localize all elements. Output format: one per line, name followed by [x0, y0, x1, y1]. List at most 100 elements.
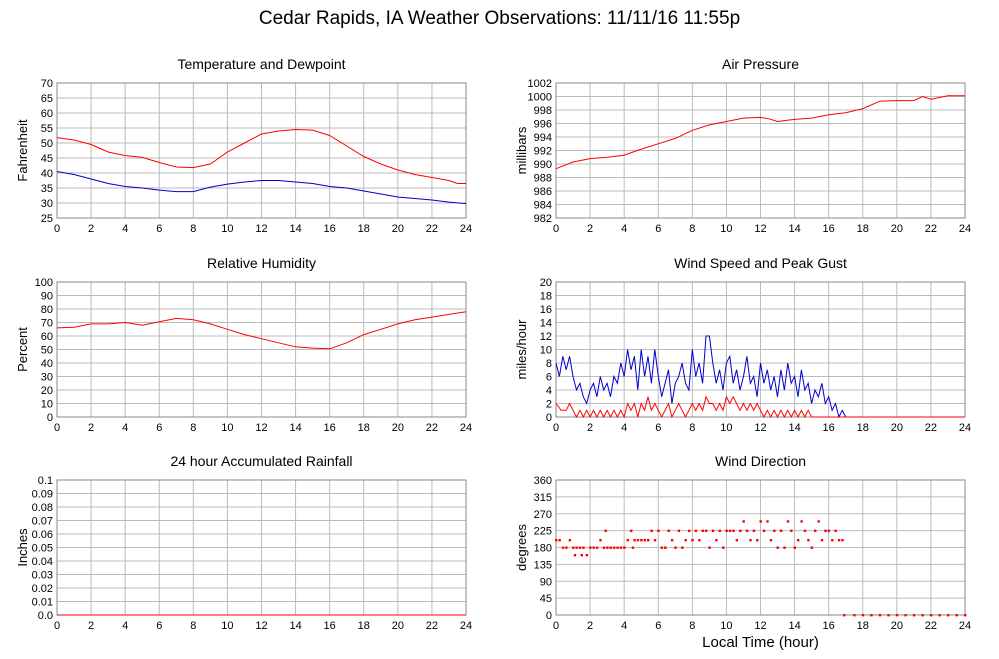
- x-tick-label: 14: [289, 223, 301, 235]
- x-tick-label: 10: [221, 223, 233, 235]
- data-point: [783, 546, 786, 549]
- data-point: [619, 546, 623, 549]
- y-tick-label: 2: [546, 399, 552, 411]
- x-tick-label: 12: [255, 223, 267, 235]
- x-tick-label: 14: [788, 223, 800, 235]
- data-point: [776, 546, 779, 549]
- x-tick-label: 20: [891, 422, 903, 434]
- x-tick-label: 18: [358, 422, 370, 434]
- x-tick-label: 6: [655, 223, 661, 235]
- data-point: [578, 546, 582, 549]
- y-tick-label: 45: [41, 153, 53, 165]
- data-point: [636, 539, 640, 542]
- x-tick-label: 10: [720, 620, 732, 632]
- y-tick-label: 270: [534, 509, 552, 521]
- data-point: [558, 539, 561, 542]
- y-axis-label: miles/hour: [514, 319, 529, 380]
- y-tick-label: 990: [534, 159, 552, 171]
- y-tick-label: 55: [41, 123, 53, 135]
- x-tick-label: 2: [88, 223, 94, 235]
- data-point: [742, 520, 745, 523]
- data-point: [803, 529, 807, 533]
- x-tick-label: 20: [392, 223, 404, 235]
- y-tick-label: 90: [540, 576, 552, 588]
- data-point: [827, 529, 831, 533]
- data-point: [739, 529, 742, 533]
- data-point: [817, 520, 820, 523]
- x-tick-label: 16: [324, 620, 336, 632]
- y-tick-label: 225: [534, 526, 552, 538]
- data-point: [841, 539, 844, 542]
- data-point: [921, 614, 924, 617]
- x-tick-label: 16: [823, 223, 835, 235]
- x-tick-label: 8: [190, 620, 196, 632]
- x-tick-label: 22: [426, 620, 438, 632]
- y-tick-label: 0.01: [32, 597, 53, 609]
- x-tick-label: 0: [54, 422, 60, 434]
- data-point: [694, 529, 698, 533]
- series-line-red: [56, 128, 466, 184]
- y-axis-label: Percent: [15, 327, 30, 372]
- data-point: [752, 529, 756, 533]
- x-tick-label: 0: [54, 620, 60, 632]
- series-line-blue: [555, 335, 965, 419]
- data-point: [589, 546, 592, 549]
- y-tick-label: 0.02: [32, 583, 53, 595]
- data-point: [599, 539, 602, 542]
- data-point: [938, 614, 941, 617]
- y-tick-label: 994: [534, 132, 552, 144]
- y-tick-label: 90: [41, 291, 53, 303]
- y-tick-label: 30: [41, 198, 53, 210]
- x-tick-label: 2: [88, 620, 94, 632]
- data-point: [674, 546, 677, 549]
- x-tick-label: 16: [324, 422, 336, 434]
- data-point: [810, 546, 814, 549]
- x-tick-label: 22: [426, 422, 438, 434]
- x-tick-label: 12: [255, 620, 267, 632]
- data-point: [609, 546, 612, 549]
- page-title: Cedar Rapids, IA Weather Observations: 1…: [258, 8, 741, 29]
- data-point: [834, 529, 837, 533]
- chart-title: Air Pressure: [722, 56, 799, 72]
- y-tick-label: 0.05: [32, 543, 53, 555]
- data-point: [664, 546, 667, 549]
- y-tick-label: 30: [41, 372, 53, 384]
- y-tick-label: 0.08: [32, 502, 53, 514]
- data-point: [793, 546, 796, 549]
- x-tick-label: 2: [587, 223, 593, 235]
- y-tick-label: 45: [540, 593, 552, 605]
- x-tick-label: 6: [655, 620, 661, 632]
- data-point: [807, 539, 810, 542]
- plot-frame: [555, 82, 966, 219]
- y-tick-label: 1000: [528, 92, 552, 104]
- data-point: [704, 529, 708, 533]
- data-point: [773, 529, 776, 533]
- x-tick-label: 14: [289, 422, 301, 434]
- y-tick-label: 8: [546, 358, 552, 370]
- x-tick-label: 8: [190, 223, 196, 235]
- y-tick-label: 50: [41, 138, 53, 150]
- x-tick-label: 4: [122, 223, 128, 235]
- data-point: [745, 529, 749, 533]
- data-point: [878, 614, 882, 617]
- y-tick-label: 0.04: [32, 556, 53, 568]
- x-tick-label: 10: [221, 620, 233, 632]
- x-tick-label: 8: [689, 620, 695, 632]
- x-tick-label: 16: [324, 223, 336, 235]
- y-tick-label: 986: [534, 186, 552, 198]
- x-tick-label: 4: [122, 620, 128, 632]
- data-point: [660, 546, 664, 549]
- x-tick-label: 6: [156, 223, 162, 235]
- data-point: [955, 614, 958, 617]
- y-tick-label: 0.0: [38, 610, 53, 622]
- data-point: [861, 614, 865, 617]
- y-axis-label: Inches: [15, 528, 30, 567]
- x-tick-label: 12: [754, 223, 766, 235]
- x-tick-label: 0: [553, 422, 559, 434]
- data-point: [616, 546, 619, 549]
- data-point: [626, 539, 629, 542]
- x-tick-label: 8: [190, 422, 196, 434]
- plot-frame: [56, 281, 467, 418]
